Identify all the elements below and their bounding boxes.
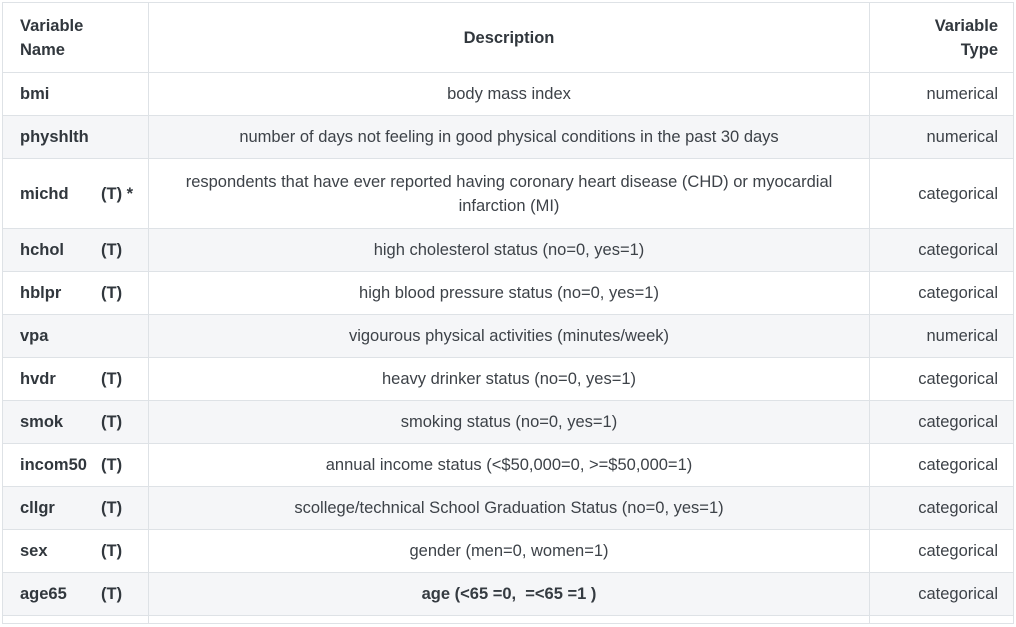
column-header-variable-name-label: Variable Name <box>20 16 84 59</box>
description-text: gender (men=0, women=1) <box>409 542 609 560</box>
table-header: Variable Name Description Variable Type <box>2 2 1014 73</box>
transform-flag: (T) * <box>101 184 134 203</box>
variable-name-cell: vpa <box>2 314 149 358</box>
variable-name: smok <box>20 413 64 431</box>
transform-flag: (T) <box>101 456 123 474</box>
variable-name: bmi <box>20 85 50 103</box>
column-header-variable-type: Variable Type <box>869 2 1014 73</box>
transform-flag: (T) <box>101 499 123 517</box>
variable-type-cell: categorical <box>869 486 1014 530</box>
variable-name: incom50 <box>20 456 87 474</box>
description-text: high cholesterol status (no=0, yes=1) <box>373 241 645 259</box>
description-text: annual income status (<$50,000=0, >=$50,… <box>325 456 693 474</box>
table-row-age65: age65 (T) age (<65 =0, =<65 =1 ) categori… <box>2 572 1014 616</box>
description-cell: heavy drinker status (no=0, yes=1) <box>148 357 870 401</box>
description-text: vigourous physical activities (minutes/w… <box>348 327 670 345</box>
variable-name: hchol <box>20 241 64 259</box>
variable-name: cllgr <box>20 499 55 517</box>
variable-type-cell: categorical <box>869 357 1014 401</box>
transform-flag: (T) <box>101 284 123 302</box>
description-cell: body mass index <box>148 72 870 116</box>
table-row-sex: sex (T) gender (men=0, women=1) categoric… <box>2 529 1014 573</box>
header-row: Variable Name Description Variable Type <box>2 2 1014 73</box>
table-row-cllgr: cllgr (T) scollege/technical School Gradu… <box>2 486 1014 530</box>
table-row-partial <box>2 615 1014 624</box>
description-cell: gender (men=0, women=1) <box>148 529 870 573</box>
description-text: scollege/technical School Graduation Sta… <box>294 499 724 517</box>
variable-type-cell: numerical <box>869 72 1014 116</box>
column-header-variable-type-label: Variable Type <box>934 16 998 59</box>
column-header-description-label: Description <box>463 28 555 47</box>
table-row-michd: michd (T) * respondents that have ever re… <box>2 158 1014 229</box>
table-body: bmi body mass index numerical physhlth n… <box>2 72 1014 624</box>
description-cell: high blood pressure status (no=0, yes=1) <box>148 271 870 315</box>
description-cell: number of days not feeling in good physi… <box>148 115 870 159</box>
variable-name: vpa <box>20 327 49 345</box>
description-cell: annual income status (<$50,000=0, >=$50,… <box>148 443 870 487</box>
variable-type-cell: categorical <box>869 158 1014 229</box>
table-row-hblpr: hblpr (T) high blood pressure status (no=… <box>2 271 1014 315</box>
variable-name-cell: bmi <box>2 72 149 116</box>
column-header-description: Description <box>148 2 870 73</box>
variable-name: sex <box>20 542 48 560</box>
variable-name-cell: cllgr (T) <box>2 486 149 530</box>
description-text: age (<65 =0, =<65 =1 ) <box>421 585 597 603</box>
variable-name-cell: physhlth <box>2 115 149 159</box>
variable-name-cell: sex (T) <box>2 529 149 573</box>
description-cell: age (<65 =0, =<65 =1 ) <box>148 572 870 616</box>
description-text: number of days not feeling in good physi… <box>239 128 779 146</box>
column-header-variable-name: Variable Name <box>2 2 149 73</box>
transform-flag: (T) <box>101 585 123 603</box>
table-row-smok: smok (T) smoking status (no=0, yes=1) cat… <box>2 400 1014 444</box>
table-row-bmi: bmi body mass index numerical <box>2 72 1014 116</box>
variable-name-cell: incom50 (T) <box>2 443 149 487</box>
variable-name: age65 <box>20 585 67 603</box>
variable-name-cell: age65 (T) <box>2 572 149 616</box>
table-row-vpa: vpa vigourous physical activities (minut… <box>2 314 1014 358</box>
description-text: high blood pressure status (no=0, yes=1) <box>359 284 659 302</box>
variable-type-cell: numerical <box>869 115 1014 159</box>
transform-flag: (T) <box>101 413 123 431</box>
description-cell: respondents that have ever reported havi… <box>148 158 870 229</box>
table-row-hvdr: hvdr (T) heavy drinker status (no=0, yes=… <box>2 357 1014 401</box>
variable-name: physhlth <box>20 128 89 146</box>
description-cell: vigourous physical activities (minutes/w… <box>148 314 870 358</box>
variable-name-cell: hchol (T) <box>2 228 149 272</box>
variable-type-cell: categorical <box>869 572 1014 616</box>
transform-flag: (T) <box>101 542 123 560</box>
variable-name: hblpr <box>20 284 62 302</box>
variable-type-cell: categorical <box>869 228 1014 272</box>
description-text: heavy drinker status (no=0, yes=1) <box>381 370 637 388</box>
description-text: respondents that have ever reported havi… <box>185 172 833 215</box>
variable-name-cell: smok (T) <box>2 400 149 444</box>
variable-name: hvdr <box>20 370 56 388</box>
variable-type-cell: categorical <box>869 529 1014 573</box>
description-cell: high cholesterol status (no=0, yes=1) <box>148 228 870 272</box>
variable-name-cell: michd (T) * <box>2 158 149 229</box>
transform-flag: (T) <box>101 241 123 259</box>
description-text: smoking status (no=0, yes=1) <box>400 413 618 431</box>
variable-name-cell: hblpr (T) <box>2 271 149 315</box>
table-row-incom50: incom50 (T) annual income status (<$50,00… <box>2 443 1014 487</box>
variable-name-cell <box>2 615 149 624</box>
variable-type-cell: categorical <box>869 400 1014 444</box>
variable-type-cell: numerical <box>869 314 1014 358</box>
variable-type-cell: categorical <box>869 271 1014 315</box>
description-cell: smoking status (no=0, yes=1) <box>148 400 870 444</box>
description-cell: scollege/technical School Graduation Sta… <box>148 486 870 530</box>
table-row-hchol: hchol (T) high cholesterol status (no=0, … <box>2 228 1014 272</box>
variable-type-cell <box>869 615 1014 624</box>
variable-name: michd <box>20 184 69 203</box>
variable-name-cell: hvdr (T) <box>2 357 149 401</box>
variable-type-cell: categorical <box>869 443 1014 487</box>
description-cell <box>148 615 870 624</box>
table-row-physhlth: physhlth number of days not feeling in g… <box>2 115 1014 159</box>
description-text: body mass index <box>447 85 571 103</box>
transform-flag: (T) <box>101 370 123 388</box>
